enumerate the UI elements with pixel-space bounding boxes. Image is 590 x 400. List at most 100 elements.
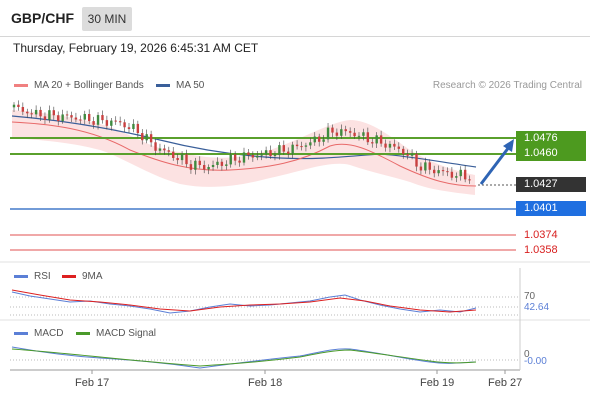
candle-body	[353, 132, 356, 137]
macd-signal-line	[11, 348, 477, 367]
candle-body	[304, 145, 308, 147]
candle-body	[463, 169, 467, 180]
candle-body	[12, 104, 16, 108]
candle-body	[96, 115, 100, 125]
x-label-feb17: Feb 17	[75, 377, 110, 389]
candle-body	[229, 154, 232, 165]
candle-body	[300, 146, 303, 148]
candle-body	[202, 165, 206, 170]
timeframe-button[interactable]: 30 MIN	[82, 7, 132, 31]
candle-body	[432, 169, 436, 174]
legend-macd-signal: MACD Signal	[76, 328, 156, 339]
candle-body	[317, 136, 321, 142]
candle-body	[331, 127, 334, 133]
candle-body	[251, 155, 255, 158]
candle-body	[273, 155, 277, 157]
macd-swatch	[14, 331, 28, 335]
candle-body	[149, 134, 153, 143]
candle-body	[233, 154, 237, 161]
candle-body	[83, 113, 86, 120]
resistance-tag-1: 1.0476	[516, 131, 586, 146]
candle-body	[424, 162, 427, 171]
candle-body	[402, 148, 405, 155]
candle-body	[326, 127, 330, 140]
candle-body	[362, 132, 365, 136]
rsi-swatch	[14, 274, 28, 278]
candle-body	[132, 123, 135, 130]
pivot-tag: 1.0401	[516, 201, 586, 216]
candle-body	[17, 104, 20, 108]
candle-body	[247, 152, 250, 156]
candle-body	[220, 161, 224, 166]
candle-body	[118, 121, 122, 123]
candle-body	[264, 150, 268, 155]
candle-body	[110, 120, 113, 126]
candle-body	[379, 135, 383, 144]
candle-body	[198, 160, 201, 166]
candle-body	[87, 113, 91, 122]
ma50-swatch	[156, 83, 170, 87]
candle-body	[468, 179, 471, 181]
candle-body	[52, 110, 56, 116]
candle-body	[70, 115, 73, 118]
candle-body	[437, 170, 440, 174]
candle-body	[256, 155, 259, 158]
forecast-arrow-head	[503, 139, 514, 152]
candle-body	[357, 135, 361, 137]
candle-body	[61, 114, 64, 122]
candle-body	[101, 115, 104, 121]
candle-body	[207, 166, 210, 170]
candle-body	[57, 115, 60, 122]
candle-body	[92, 121, 95, 125]
candle-body	[393, 143, 396, 147]
legend-ma20-label: MA 20 + Bollinger Bands	[34, 80, 144, 91]
candle-body	[348, 131, 352, 133]
candle-body	[26, 111, 29, 114]
legend-rsi-label: RSI	[34, 271, 51, 282]
candle-body	[340, 129, 343, 136]
candle-body	[282, 145, 286, 152]
candle-body	[154, 142, 157, 151]
candle-body	[65, 114, 69, 116]
candle-body	[384, 143, 387, 148]
resistance-tag-2: 1.0460	[516, 146, 586, 161]
candle-body	[446, 171, 449, 173]
candle-body	[295, 144, 299, 147]
x-label-feb27: Feb 27	[488, 377, 523, 389]
candle-body	[428, 162, 431, 170]
x-label-feb19: Feb 19	[420, 377, 455, 389]
candle-body	[123, 122, 126, 128]
symbol-label: GBP/CHF	[11, 10, 74, 26]
candle-body	[30, 113, 33, 115]
legend-macd: MACD	[14, 328, 63, 339]
candle-body	[415, 153, 418, 167]
candle-body	[74, 117, 78, 120]
candle-body	[366, 132, 370, 143]
macd-level-label: 0	[524, 349, 530, 360]
candle-body	[172, 151, 175, 158]
candle-body	[287, 151, 290, 154]
legend-rsi: RSI	[14, 271, 51, 282]
candle-body	[344, 129, 347, 132]
candle-body	[371, 142, 374, 144]
candle-body	[180, 154, 184, 161]
candle-body	[34, 109, 38, 115]
legend-macd-label: MACD	[34, 328, 64, 339]
legend-rsi-ma: 9MA	[62, 271, 103, 282]
candle-body	[48, 110, 51, 120]
last-price-tag: 1.0427	[516, 177, 586, 192]
candle-body	[79, 119, 82, 121]
chart-header: GBP/CHF 30 MIN	[0, 0, 590, 37]
candle-body	[105, 120, 109, 126]
candle-body	[441, 170, 445, 172]
candle-body	[43, 116, 47, 120]
legend-ma50-label: MA 50	[176, 80, 205, 91]
macd-value: -0.00	[524, 356, 547, 367]
legend-rsi-ma-label: 9MA	[82, 271, 103, 282]
candle-body	[238, 160, 241, 163]
candle-body	[309, 142, 312, 146]
candle-body	[410, 153, 414, 156]
macd-line	[11, 346, 477, 369]
x-label-feb18: Feb 18	[248, 377, 283, 389]
